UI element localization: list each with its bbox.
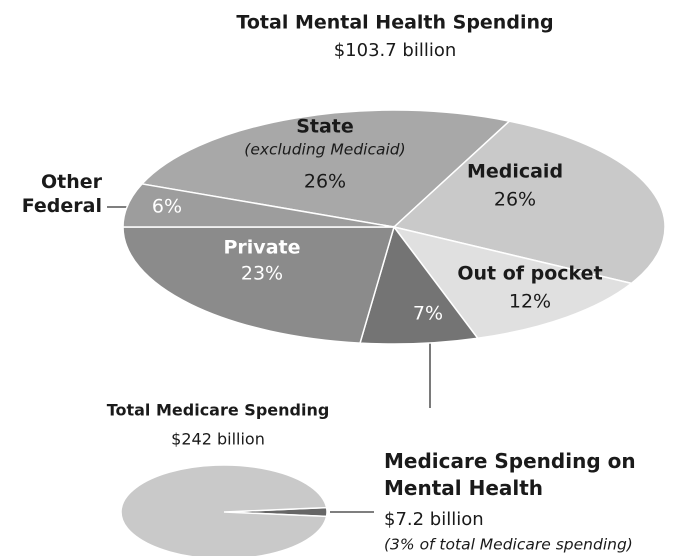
- category-label: Out of pocket: [457, 263, 602, 285]
- value-label: 26%: [494, 189, 536, 211]
- category-label: Medicaid: [467, 161, 563, 183]
- category-label: Private: [224, 237, 301, 259]
- slice: [122, 183, 395, 228]
- category-label: Other Federal: [21, 171, 102, 217]
- slice: [120, 464, 328, 556]
- category-label: State: [296, 116, 354, 138]
- category-note: (excluding Medicaid): [244, 141, 405, 159]
- value-label: 7%: [413, 303, 443, 325]
- slice: [392, 225, 634, 340]
- slice: [140, 109, 511, 228]
- slice: [359, 225, 480, 345]
- chart-title: Total Medicare Spending: [107, 401, 330, 420]
- chart-subtitle: $103.7 billion: [334, 40, 457, 61]
- annotation-value: $7.2 billion: [384, 509, 484, 530]
- slice: [122, 226, 396, 344]
- chart-title: Total Mental Health Spending: [236, 12, 553, 34]
- chart-subtitle: $242 billion: [171, 430, 265, 449]
- value-label: 12%: [509, 291, 551, 313]
- pie: State (excluding Medicaid) 26% Medicaid 26% O…: [122, 109, 666, 345]
- annotation-title: Medicare Spending on Mental Health: [384, 449, 636, 500]
- value-label: 6%: [152, 196, 182, 218]
- value-label: 26%: [304, 171, 346, 193]
- value-label: 23%: [241, 263, 283, 285]
- pie: [120, 464, 328, 556]
- annotation-note: (3% of total Medicare spending): [384, 536, 633, 554]
